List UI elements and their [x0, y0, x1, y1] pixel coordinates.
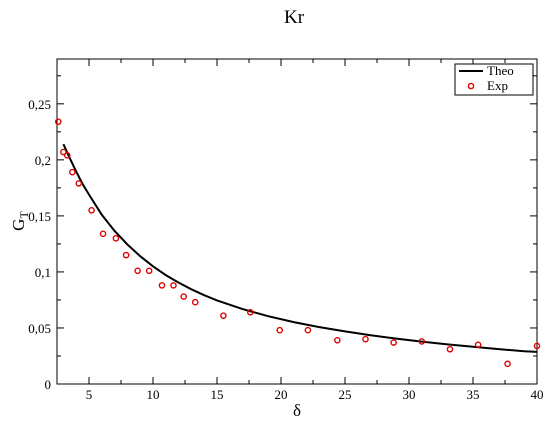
- data-point-exp: [180, 293, 188, 300]
- x-tick-label: 25: [339, 387, 352, 402]
- data-point-exp: [75, 180, 83, 187]
- data-point-exp: [122, 251, 130, 259]
- data-point-exp: [533, 342, 541, 350]
- data-point-exp: [170, 282, 177, 289]
- data-point-exp: [112, 235, 120, 242]
- y-axis-title-subscript: T: [17, 211, 31, 219]
- legend-marker-exp: [467, 82, 475, 90]
- x-tick-label: 10: [147, 387, 160, 402]
- data-point-exp: [191, 298, 199, 306]
- x-tick-label: 15: [211, 387, 224, 402]
- x-tick-label: 5: [86, 387, 93, 402]
- data-point-exp: [99, 230, 107, 238]
- data-point-exp: [54, 118, 62, 126]
- y-axis-ticks: 0 0,05 0,1 0,15 0,2 0,25: [28, 75, 537, 392]
- plot-frame: [56, 58, 538, 385]
- data-point-exp: [145, 267, 153, 275]
- data-point-exp: [304, 326, 312, 334]
- data-point-exp: [390, 339, 397, 346]
- y-tick-label: 0: [45, 377, 52, 392]
- data-point-exp: [60, 148, 67, 156]
- y-tick-label: 0,15: [28, 209, 51, 224]
- chart-title: Kr: [284, 7, 305, 28]
- data-point-exp: [334, 336, 341, 344]
- x-tick-label: 20: [275, 387, 288, 402]
- x-axis-ticks: 5 10 15 20 25 30 35 40: [56, 59, 544, 402]
- y-tick-label: 0,05: [28, 321, 51, 336]
- data-point-exp: [446, 345, 454, 353]
- data-point-exp: [474, 341, 482, 349]
- data-point-exp: [63, 152, 71, 159]
- y-tick-label: 0,25: [28, 97, 51, 112]
- data-point-exp: [158, 282, 166, 289]
- x-tick-label: 40: [531, 387, 544, 402]
- legend-label-theo: Theo: [487, 63, 514, 78]
- data-point-exp: [362, 335, 369, 343]
- y-tick-label: 0,2: [35, 153, 51, 168]
- data-point-exp: [276, 326, 284, 334]
- data-point-exp: [88, 206, 95, 214]
- y-axis-title-main: G: [9, 219, 28, 231]
- data-point-exp: [418, 338, 426, 345]
- legend: Theo Exp: [454, 63, 534, 96]
- data-point-exp: [504, 360, 511, 368]
- legend-box: [454, 63, 534, 96]
- data-point-exp: [220, 312, 227, 319]
- y-tick-label: 0,1: [35, 265, 51, 280]
- series-line-theo: [62, 143, 538, 353]
- data-point-exp: [134, 267, 141, 275]
- x-tick-label: 30: [403, 387, 416, 402]
- data-point-exp: [69, 168, 76, 176]
- y-axis-title: GT: [9, 211, 31, 231]
- x-tick-label: 35: [467, 387, 480, 402]
- legend-label-exp: Exp: [487, 78, 508, 93]
- x-axis-title: δ: [293, 401, 301, 420]
- series-layer: [54, 118, 541, 368]
- data-point-exp: [246, 308, 254, 316]
